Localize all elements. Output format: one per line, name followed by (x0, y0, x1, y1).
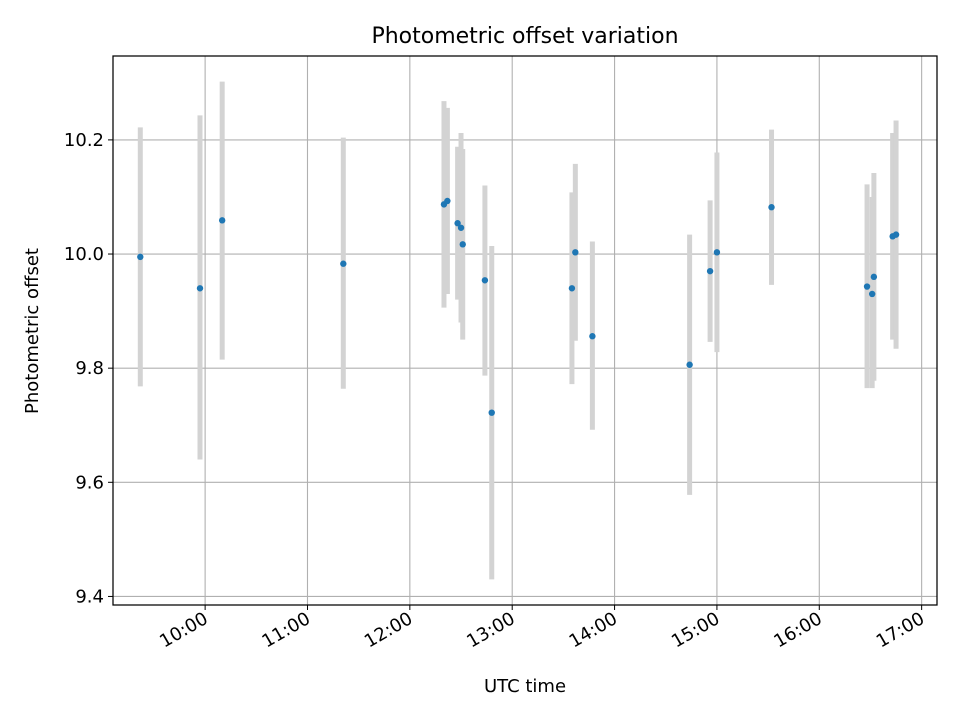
chart-title: Photometric offset variation (371, 24, 678, 49)
data-point (481, 277, 489, 284)
data-point (868, 290, 876, 298)
y-axis-label: Photometric offset (22, 248, 43, 414)
data-point (686, 361, 693, 368)
y-tick-label: 9.8 (75, 358, 104, 379)
data-point (340, 260, 347, 267)
plot-frame (112, 55, 938, 606)
data-point (892, 231, 900, 238)
data-point (137, 253, 144, 261)
data-point (706, 267, 714, 275)
data-point (768, 204, 775, 211)
x-axis-label: UTC time (484, 676, 566, 697)
y-tick-label: 10.0 (64, 244, 104, 265)
data-point (218, 217, 226, 224)
data-point (713, 249, 721, 256)
y-tick-label: 9.6 (75, 472, 104, 493)
data-point (870, 273, 878, 281)
data-point (589, 333, 596, 340)
y-tick-label: 10.2 (64, 130, 104, 151)
data-point (444, 197, 451, 205)
data-point (572, 249, 579, 256)
data-point (457, 224, 465, 231)
data-point (568, 285, 576, 292)
data-point (488, 409, 495, 416)
data-point (196, 285, 204, 292)
data-points (137, 197, 900, 416)
y-tick-label: 9.4 (75, 586, 104, 607)
data-point (454, 220, 461, 227)
data-point (459, 241, 466, 248)
data-point (863, 283, 871, 290)
y-axis-ticks: 9.4 9.6 9.8 10.0 10.2 (64, 130, 113, 607)
